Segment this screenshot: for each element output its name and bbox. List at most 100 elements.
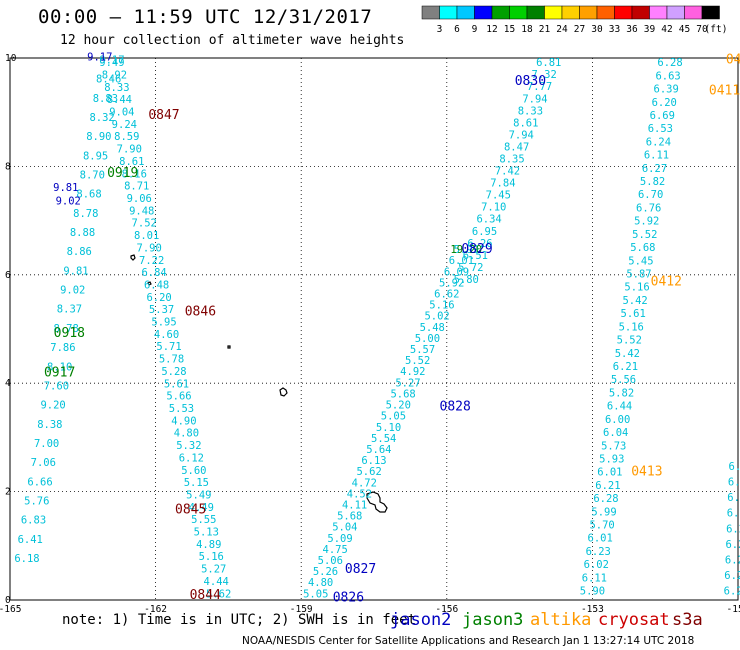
altimeter-tracks: 6.18 6.41 6.83 5.76 6.66 7.06 7.00 8.38 9.20 7.60… <box>14 52 740 601</box>
wave-height-value: 5.72 <box>458 262 483 274</box>
colorbar-swatch <box>491 5 510 20</box>
wave-height-value: 5.42 <box>622 295 647 307</box>
wave-height-value: 6.51 <box>463 250 488 262</box>
colorbar-swatch <box>684 5 703 20</box>
y-tick-label: 0 <box>5 595 11 606</box>
wave-height-value: 7.10 <box>481 202 506 214</box>
wave-height-value: 6.2 <box>727 492 740 504</box>
wave-height-value: 9.24 <box>112 119 137 131</box>
wave-height-value: 5.82 <box>609 387 634 399</box>
plot-border <box>9 57 739 601</box>
y-tick-label: 2 <box>5 487 11 498</box>
satellite-legend-jason2: jason2 <box>390 610 452 630</box>
axis-ticks: -165 -162 -159 -156 -153 -150 0 2 4 6 8 10 <box>0 53 740 615</box>
wave-height-value: 8.33 <box>104 82 129 94</box>
wave-height-value: 6.11 <box>582 572 607 584</box>
wave-height-value: 6.62 <box>434 289 459 301</box>
wave-height-value: 7.90 <box>117 144 142 156</box>
satellite-legend-altika: altika <box>530 610 592 630</box>
wave-height-value: 9.17 <box>87 52 112 64</box>
wave-height-value: 7.94 <box>509 129 534 141</box>
island-outline <box>227 345 231 349</box>
wave-height-value: 8.92 <box>102 69 127 81</box>
colorbar-swatch <box>631 5 650 20</box>
wave-height-value: 6.2 <box>724 570 740 582</box>
hawaiian-islands <box>130 254 388 513</box>
pass-time-label: 0411 <box>709 83 740 98</box>
x-tick-label: -153 <box>581 604 604 615</box>
wave-height-value: 9.02 <box>60 285 85 297</box>
wave-height-value: 5.90 <box>580 586 605 598</box>
wave-height-value: 5.27 <box>395 377 420 389</box>
wave-height-value: 6.2 <box>726 523 740 535</box>
wave-height-value: 5.68 <box>390 388 415 400</box>
wave-height-value: 5.56 <box>611 374 636 386</box>
wave-height-value: 6.18 <box>14 553 39 565</box>
colorbar-tick-label: 27 <box>574 24 585 35</box>
colorbar-tick-label: 30 <box>591 24 603 35</box>
wave-height-value: 6.21 <box>613 361 638 373</box>
colorbar-tick-label: 21 <box>539 24 551 35</box>
wave-height-value: 6.44 <box>607 401 632 413</box>
wave-height-value: 8.86 <box>67 246 92 258</box>
colorbar-tick-label: 33 <box>609 24 620 35</box>
wave-height-value: 8.88 <box>70 227 95 239</box>
wave-height-value: 6.01 <box>449 255 474 267</box>
wave-height-value: 5.73 <box>601 440 626 452</box>
wave-height-value: 8.47 <box>504 141 529 153</box>
wave-height-value: 5.92 <box>634 216 659 228</box>
wave-height-value: 4.49 <box>189 502 214 514</box>
x-tick-label: -156 <box>435 604 458 615</box>
colorbar-swatch <box>456 5 475 20</box>
wave-height-value: 5.05 <box>303 588 328 600</box>
colorbar-swatch <box>579 5 598 20</box>
colorbar-tick-label: 42 <box>661 24 672 35</box>
wave-height-value: 5.66 <box>166 391 191 403</box>
wave-height-value: 6.34 <box>476 214 501 226</box>
wave-height-value: 6.27 <box>642 163 667 175</box>
wave-height-value: 8.44 <box>107 94 132 106</box>
wave-height-value: 6.13 <box>361 455 386 467</box>
colorbar-tick-label: 18 <box>521 24 533 35</box>
wave-height-value: 6.84 <box>141 267 166 279</box>
wave-height-value: 6.63 <box>655 70 680 82</box>
wave-height-value: 5.16 <box>624 282 649 294</box>
wave-height-value: 4.72 <box>352 477 377 489</box>
y-tick-label: 6 <box>5 270 11 281</box>
wave-height-value: 7.52 <box>132 218 157 230</box>
wave-height-value: 7.45 <box>486 190 511 202</box>
wave-height-value: 6.2 <box>725 554 740 566</box>
wave-height-value: 6.2 <box>725 539 740 551</box>
colorbar-tick-label: 15 <box>504 24 515 35</box>
wave-height-value: 5.00 <box>415 333 440 345</box>
wave-height-value: 5.78 <box>159 354 184 366</box>
wave-height-value: 8.71 <box>124 181 149 193</box>
wave-height-value: 5.92 <box>439 277 464 289</box>
wave-height-value: 5.09 <box>327 533 352 545</box>
wave-height-value: 5.16 <box>619 321 644 333</box>
pass-time-label: 0917 <box>44 366 75 381</box>
wave-height-value: 5.61 <box>164 378 189 390</box>
footnote: note: 1) Time is in UTC; 2) SWH is in fe… <box>62 612 417 628</box>
wave-height-value: 8.32 <box>89 112 114 124</box>
wave-height-value: 6.01 <box>588 533 613 545</box>
wave-height-value: 5.13 <box>194 527 219 539</box>
wave-height-value: 8.38 <box>37 419 62 431</box>
wave-height-value: 9.17 <box>99 54 124 66</box>
wave-height-value: 9.02 <box>56 195 81 207</box>
wave-height-value: 7.42 <box>495 166 520 178</box>
map-frame <box>9 57 739 601</box>
wave-height-value: 5.57 <box>410 344 435 356</box>
wave-height-value: 5.26 <box>313 566 338 578</box>
wave-height-value: 5.15 <box>184 477 209 489</box>
wave-height-value: 5.06 <box>318 555 343 567</box>
satellite-legend-cryosat: cryosat <box>598 610 670 630</box>
wave-height-value: 7.84 <box>490 178 515 190</box>
wave-height-value: 5.52 <box>617 335 642 347</box>
colorbar-tick-label: 3 <box>437 24 443 35</box>
wave-height-value: 6.83 <box>21 515 46 527</box>
wave-height-value: 6.23 <box>586 546 611 558</box>
wave-height-value: 5.48 <box>420 322 445 334</box>
wave-height-value: 19.20 <box>450 244 482 256</box>
colorbar-tick-label: 39 <box>644 24 656 35</box>
